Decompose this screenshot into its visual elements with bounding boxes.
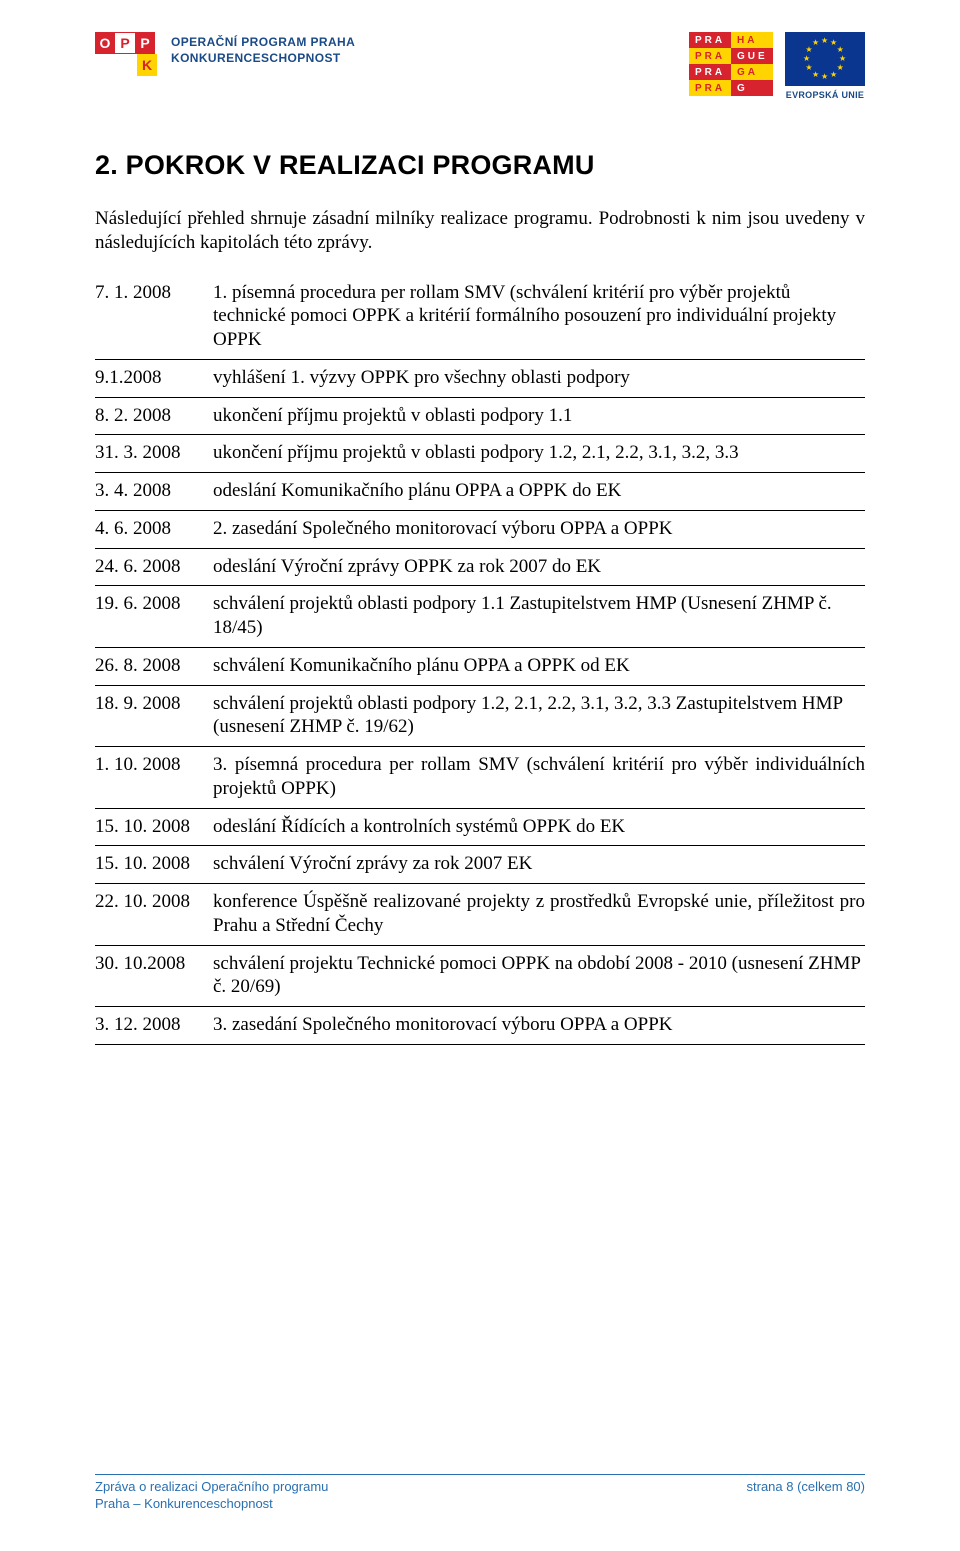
milestone-description: 2. zasedání Společného monitorovací výbo… [213, 517, 865, 541]
oppk-badge-letter: K [137, 54, 157, 76]
milestone-row: 18. 9. 2008schválení projektů oblasti po… [95, 686, 865, 748]
page-header: O P P K OPERAČNÍ PROGRAM PRAHA KONKURENC… [95, 32, 865, 100]
milestone-row: 22. 10. 2008konference Úspěšně realizova… [95, 884, 865, 946]
praha-row: GA [731, 64, 773, 80]
program-name-line: KONKURENCESCHOPNOST [171, 50, 355, 66]
milestone-date: 9.1.2008 [95, 366, 213, 390]
eu-star-icon: ★ [821, 36, 828, 45]
milestone-row: 30. 10.2008schválení projektu Technické … [95, 946, 865, 1008]
page-footer: Zpráva o realizaci Operačního programu P… [95, 1474, 865, 1513]
milestone-date: 8. 2. 2008 [95, 404, 213, 428]
eu-label: EVROPSKÁ UNIE [785, 90, 865, 100]
milestone-date: 15. 10. 2008 [95, 815, 213, 839]
eu-star-icon: ★ [821, 72, 828, 81]
milestone-row: 3. 4. 2008odeslání Komunikačního plánu O… [95, 473, 865, 511]
oppk-badge: O P P K [95, 32, 157, 76]
footer-page-number: strana 8 (celkem 80) [747, 1479, 866, 1513]
eu-star-icon: ★ [812, 70, 819, 79]
milestone-date: 4. 6. 2008 [95, 517, 213, 541]
milestone-date: 22. 10. 2008 [95, 890, 213, 938]
milestone-date: 3. 4. 2008 [95, 479, 213, 503]
milestone-description: ukončení příjmu projektů v oblasti podpo… [213, 441, 865, 465]
eu-logo: ★★★★★★★★★★★★ EVROPSKÁ UNIE [785, 32, 865, 100]
milestone-description: 3. zasedání Společného monitorovací výbo… [213, 1013, 865, 1037]
praha-row: PRA [689, 32, 731, 48]
milestone-date: 18. 9. 2008 [95, 692, 213, 740]
page: O P P K OPERAČNÍ PROGRAM PRAHA KONKURENC… [0, 0, 960, 1551]
program-name-line: OPERAČNÍ PROGRAM PRAHA [171, 34, 355, 50]
program-logo-left: O P P K OPERAČNÍ PROGRAM PRAHA KONKURENC… [95, 32, 355, 76]
milestone-date: 24. 6. 2008 [95, 555, 213, 579]
milestone-date: 30. 10.2008 [95, 952, 213, 1000]
intro-paragraph: Následující přehled shrnuje zásadní miln… [95, 207, 865, 255]
milestone-description: vyhlášení 1. výzvy OPPK pro všechny obla… [213, 366, 865, 390]
praha-row: HA [731, 32, 773, 48]
milestone-row: 31. 3. 2008ukončení příjmu projektů v ob… [95, 435, 865, 473]
oppk-badge-letter: O [95, 32, 115, 54]
milestone-date: 1. 10. 2008 [95, 753, 213, 801]
milestone-date: 26. 8. 2008 [95, 654, 213, 678]
header-logos-right: PRAHA PRAGUE PRAGA PRAG ★★★★★★★★★★★★ EVR… [689, 32, 865, 100]
milestone-date: 15. 10. 2008 [95, 852, 213, 876]
eu-flag-icon: ★★★★★★★★★★★★ [785, 32, 865, 86]
milestone-description: 1. písemná procedura per rollam SMV (sch… [213, 281, 865, 352]
milestone-row: 8. 2. 2008ukončení příjmu projektů v obl… [95, 398, 865, 436]
eu-star-icon: ★ [839, 54, 846, 63]
eu-star-icon: ★ [837, 45, 844, 54]
oppk-badge-letter: P [135, 32, 155, 54]
eu-star-icon: ★ [837, 63, 844, 72]
milestone-description: schválení projektu Technické pomoci OPPK… [213, 952, 865, 1000]
oppk-badge-letter: P [115, 32, 135, 54]
footer-report-title: Zpráva o realizaci Operačního programu [95, 1479, 328, 1496]
milestone-row: 4. 6. 20082. zasedání Společného monitor… [95, 511, 865, 549]
praha-row: G [731, 80, 773, 96]
milestone-row: 15. 10. 2008odeslání Řídících a kontroln… [95, 809, 865, 847]
milestone-description: 3. písemná procedura per rollam SMV (sch… [213, 753, 865, 801]
milestone-description: schválení projektů oblasti podpory 1.1 Z… [213, 592, 865, 640]
praha-row: PRA [689, 64, 731, 80]
eu-star-icon: ★ [812, 38, 819, 47]
milestone-description: schválení Komunikačního plánu OPPA a OPP… [213, 654, 865, 678]
milestone-row: 1. 10. 20083. písemná procedura per roll… [95, 747, 865, 809]
milestone-description: konference Úspěšně realizované projekty … [213, 890, 865, 938]
milestone-row: 24. 6. 2008odeslání Výroční zprávy OPPK … [95, 549, 865, 587]
eu-star-icon: ★ [805, 63, 812, 72]
milestone-description: odeslání Řídících a kontrolních systémů … [213, 815, 865, 839]
milestone-date: 31. 3. 2008 [95, 441, 213, 465]
milestone-row: 9.1.2008vyhlášení 1. výzvy OPPK pro všec… [95, 360, 865, 398]
milestone-description: ukončení příjmu projektů v oblasti podpo… [213, 404, 865, 428]
milestone-date: 7. 1. 2008 [95, 281, 213, 352]
milestone-date: 19. 6. 2008 [95, 592, 213, 640]
footer-left: Zpráva o realizaci Operačního programu P… [95, 1479, 328, 1513]
milestone-description: schválení Výroční zprávy za rok 2007 EK [213, 852, 865, 876]
milestone-row: 15. 10. 2008schválení Výroční zprávy za … [95, 846, 865, 884]
milestone-description: schválení projektů oblasti podpory 1.2, … [213, 692, 865, 740]
milestone-row: 7. 1. 20081. písemná procedura per rolla… [95, 275, 865, 360]
footer-report-subtitle: Praha – Konkurenceschopnost [95, 1496, 328, 1513]
eu-star-icon: ★ [830, 70, 837, 79]
section-title: 2. POKROK V REALIZACI PROGRAMU [95, 150, 865, 181]
milestone-description: odeslání Výroční zprávy OPPK za rok 2007… [213, 555, 865, 579]
milestone-description: odeslání Komunikačního plánu OPPA a OPPK… [213, 479, 865, 503]
milestones-table: 7. 1. 20081. písemná procedura per rolla… [95, 275, 865, 1045]
praha-row: PRA [689, 80, 731, 96]
program-name: OPERAČNÍ PROGRAM PRAHA KONKURENCESCHOPNO… [171, 32, 355, 66]
eu-star-icon: ★ [803, 54, 810, 63]
milestone-row: 19. 6. 2008schválení projektů oblasti po… [95, 586, 865, 648]
praha-row: GUE [731, 48, 773, 64]
milestone-row: 3. 12. 20083. zasedání Společného monito… [95, 1007, 865, 1045]
milestone-row: 26. 8. 2008schválení Komunikačního plánu… [95, 648, 865, 686]
milestone-date: 3. 12. 2008 [95, 1013, 213, 1037]
praha-badge: PRAHA PRAGUE PRAGA PRAG [689, 32, 773, 96]
praha-row: PRA [689, 48, 731, 64]
